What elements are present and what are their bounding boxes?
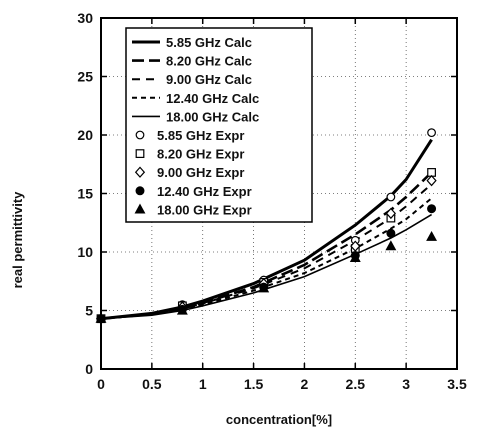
- series-line-0: [100, 138, 433, 321]
- x-tick-label: 1: [199, 376, 207, 392]
- y-tick-label: 20: [77, 127, 93, 143]
- series-line-2: [100, 183, 433, 320]
- filled-triangle-marker: [176, 304, 188, 315]
- filled-triangle-marker: [426, 230, 438, 241]
- legend: 5.85 GHz Calc 8.20 GHz Calc 9.00 GHz Calc 1…: [125, 27, 313, 223]
- y-tick-label: 15: [77, 186, 93, 202]
- legend-label: 9.00 GHz Calc: [166, 72, 252, 87]
- x-tick-label: 2.5: [346, 376, 366, 392]
- x-tick-label: 0: [97, 376, 105, 392]
- open-diamond-marker: [350, 240, 361, 252]
- series-line-1: [100, 171, 433, 320]
- legend-label: 9.00 GHz Expr: [157, 165, 244, 180]
- axis-ticks: 0 0.5 1 1.5 2 2.5 3 3.5 0 5 10 15 20 25 30: [77, 10, 467, 392]
- x-tick-label: 3: [402, 376, 410, 392]
- legend-label: 5.85 GHz Expr: [157, 128, 244, 143]
- filled-circle-marker: [427, 204, 437, 214]
- legend-label: 12.40 GHz Calc: [166, 91, 259, 106]
- series-line-4: [100, 213, 433, 320]
- open-square-marker: [135, 149, 145, 159]
- y-tick-label: 30: [77, 10, 93, 26]
- legend-label: 5.85 GHz Calc: [166, 35, 252, 50]
- legend-label: 8.20 GHz Expr: [157, 147, 244, 162]
- y-tick-label: 10: [77, 244, 93, 260]
- filled-triangle-marker: [258, 282, 270, 293]
- x-tick-label: 1.5: [244, 376, 264, 392]
- open-diamond-marker: [426, 174, 437, 187]
- open-circle-marker: [386, 192, 396, 202]
- gridlines: [101, 18, 457, 369]
- series-group: [95, 128, 438, 325]
- filled-triangle-marker: [134, 203, 146, 214]
- x-tick-label: 0.5: [142, 376, 162, 392]
- filled-circle-marker: [386, 228, 396, 238]
- x-axis-label: concentration[%]: [226, 412, 332, 427]
- x-tick-label: 2: [301, 376, 309, 392]
- legend-label: 18.00 GHz Expr: [157, 202, 252, 217]
- y-tick-label: 0: [85, 361, 93, 377]
- open-diamond-marker: [385, 207, 396, 220]
- filled-triangle-marker: [349, 252, 361, 262]
- legend-label: 8.20 GHz Calc: [166, 54, 252, 69]
- y-tick-label: 25: [77, 69, 93, 85]
- open-circle-marker: [427, 128, 436, 138]
- filled-triangle-marker: [95, 312, 107, 323]
- filled-circle-marker: [135, 186, 145, 196]
- y-axis-label: real permittivity: [10, 191, 25, 289]
- legend-label: 12.40 GHz Expr: [157, 184, 252, 199]
- series-line-3: [100, 197, 433, 320]
- y-tick-label: 5: [85, 303, 93, 319]
- legend-label: 18.00 GHz Calc: [166, 109, 259, 124]
- filled-triangle-marker: [385, 240, 397, 251]
- x-tick-label: 3.5: [447, 376, 467, 392]
- open-diamond-marker: [134, 166, 146, 178]
- open-circle-marker: [135, 130, 145, 140]
